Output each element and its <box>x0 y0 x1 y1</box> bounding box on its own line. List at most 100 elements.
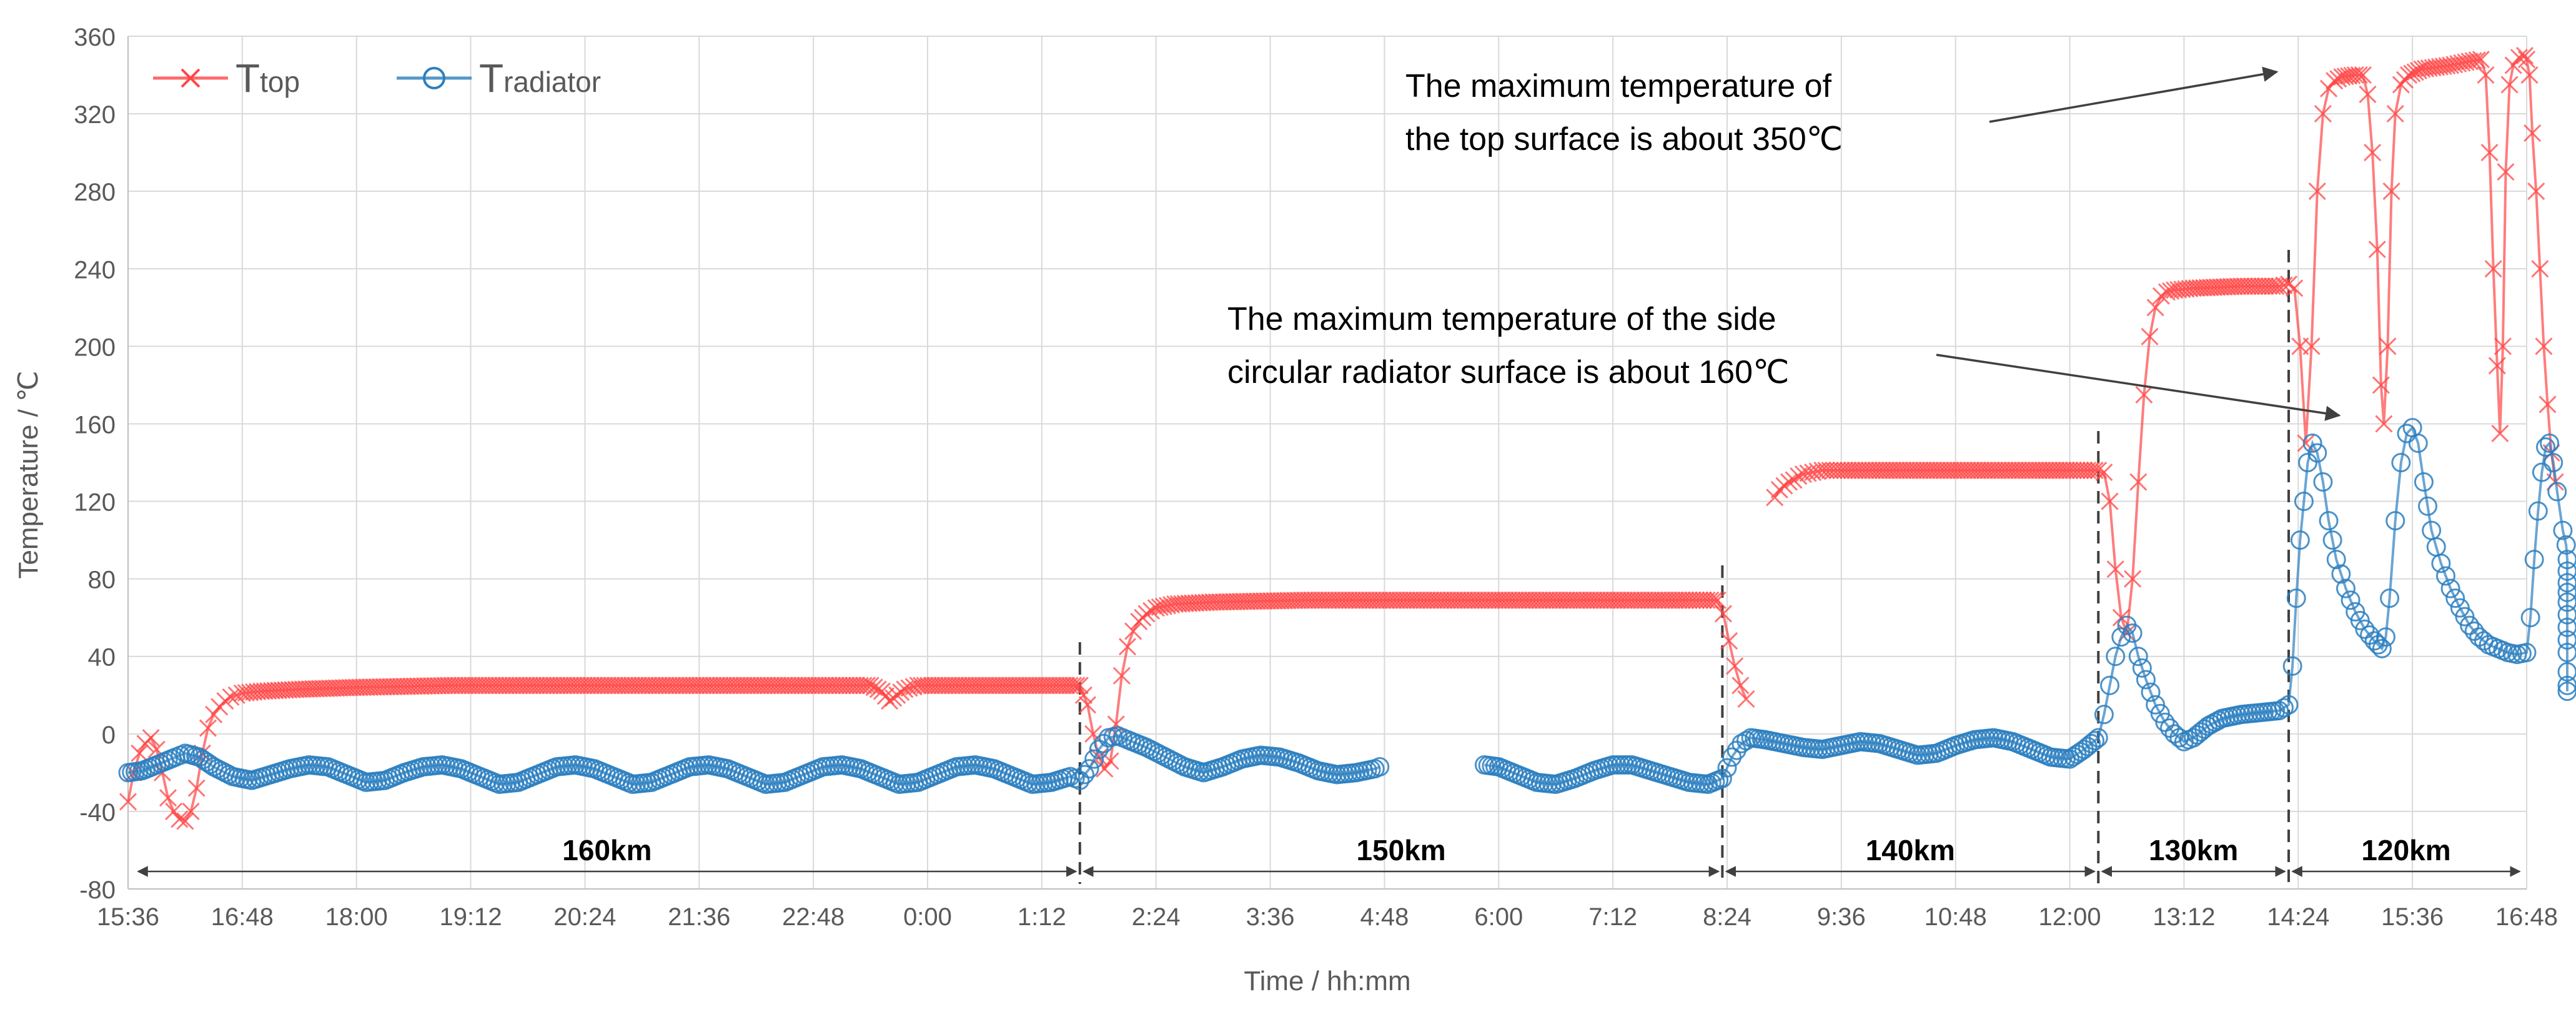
data-point <box>2302 433 2322 453</box>
data-point <box>2081 733 2101 753</box>
data-point <box>855 677 873 695</box>
data-point <box>2286 588 2306 608</box>
x-tick-label: 3:36 <box>1246 903 1295 931</box>
legend-marker-x-icon <box>181 68 201 88</box>
x-tick-label: 14:24 <box>2267 903 2329 931</box>
x-tick-label: 19:12 <box>440 903 502 931</box>
data-point <box>2445 56 2464 74</box>
x-tick-label: 18:00 <box>325 903 388 931</box>
series-Tradiator <box>118 418 2576 794</box>
data-point <box>2431 553 2451 573</box>
data-point <box>2472 51 2490 69</box>
data-point <box>2375 627 2395 647</box>
data-point <box>2307 443 2327 463</box>
data-point <box>2346 66 2364 84</box>
phase-label: 120km <box>2361 834 2450 866</box>
data-point <box>2524 124 2542 142</box>
data-point <box>1070 770 1090 790</box>
data-point <box>2095 463 2113 482</box>
y-tick-label: 280 <box>74 179 116 206</box>
data-point <box>2354 66 2372 84</box>
data-point <box>2141 327 2159 345</box>
data-point <box>1370 757 1390 777</box>
data-point <box>2535 437 2555 457</box>
data-point <box>2286 279 2304 297</box>
data-point <box>2141 682 2161 702</box>
data-point <box>1089 740 1109 760</box>
data-point <box>2557 582 2576 602</box>
x-tick-label: 7:12 <box>1588 903 1637 931</box>
data-point <box>2382 182 2400 201</box>
data-point <box>1124 622 1142 640</box>
legend: Ttop Tradiator <box>153 56 601 101</box>
x-tick-label: 21:36 <box>668 903 730 931</box>
data-point <box>2464 52 2482 70</box>
data-point <box>858 677 876 695</box>
annotation: The maximum temperature of the side circu… <box>1227 301 2341 421</box>
data-point <box>2085 731 2105 751</box>
x-tick-label: 1:12 <box>1018 903 1066 931</box>
data-point <box>131 744 149 762</box>
data-point <box>2517 51 2536 69</box>
data-point <box>2491 424 2509 443</box>
series-line <box>127 54 2557 823</box>
data-point <box>199 719 217 737</box>
data-point <box>2435 566 2455 586</box>
data-point <box>2326 550 2346 570</box>
data-point <box>2544 453 2564 472</box>
data-point <box>2460 52 2479 71</box>
data-point <box>1708 591 1726 609</box>
data-point <box>2430 57 2449 76</box>
x-tick-label: 12:00 <box>2039 903 2101 931</box>
data-point <box>2535 337 2553 355</box>
y-tick-label: 200 <box>74 334 116 361</box>
data-point <box>2331 564 2351 584</box>
x-tick-label: 4:48 <box>1360 903 1409 931</box>
data-point <box>2372 638 2392 658</box>
y-tick-label: 320 <box>74 101 116 129</box>
data-point <box>2100 675 2120 695</box>
data-point <box>2308 182 2326 201</box>
data-point <box>2442 56 2460 74</box>
data-point <box>2515 46 2534 65</box>
data-point <box>2500 76 2519 94</box>
y-tick-label: 120 <box>74 489 116 517</box>
data-point <box>2094 705 2114 725</box>
y-tick-label: 40 <box>88 644 116 672</box>
data-point <box>1712 768 1732 788</box>
x-tick-label: 9:36 <box>1817 903 1866 931</box>
data-point <box>1726 657 1744 675</box>
data-point <box>2557 643 2576 663</box>
data-point <box>142 728 160 747</box>
data-point <box>2302 337 2321 355</box>
data-point <box>2282 656 2302 676</box>
axes: -80 -40 0 40 80 120 160 200 240 280 320 360 15:36 16:… <box>74 24 2558 931</box>
data-point <box>1717 758 1737 778</box>
data-point <box>1078 696 1097 714</box>
data-point <box>1736 731 1756 751</box>
x-tick-label: 22:48 <box>782 903 845 931</box>
x-tick-label: 8:24 <box>1703 903 1751 931</box>
x-axis-label: Time / hh:mm <box>1244 966 1410 996</box>
data-point <box>2557 550 2576 570</box>
phase-label: 160km <box>562 834 651 866</box>
data-point <box>2557 573 2576 593</box>
data-point <box>2101 492 2119 510</box>
data-point <box>2434 57 2452 76</box>
x-tick-label: 15:36 <box>97 903 159 931</box>
data-point <box>1071 677 1089 695</box>
annotation-arrow <box>1936 354 2341 421</box>
data-point <box>2417 59 2435 78</box>
data-point <box>2124 570 2142 588</box>
series-Ttop <box>119 46 2564 830</box>
data-point <box>2497 163 2515 181</box>
data-point <box>2391 453 2411 472</box>
data-point <box>2322 530 2342 550</box>
data-point <box>2359 86 2377 104</box>
data-point <box>1074 686 1092 704</box>
data-point <box>1780 473 1798 491</box>
data-point <box>2520 66 2539 84</box>
data-point <box>2517 643 2537 663</box>
annotation-text: The maximum temperature of <box>1405 68 1832 104</box>
